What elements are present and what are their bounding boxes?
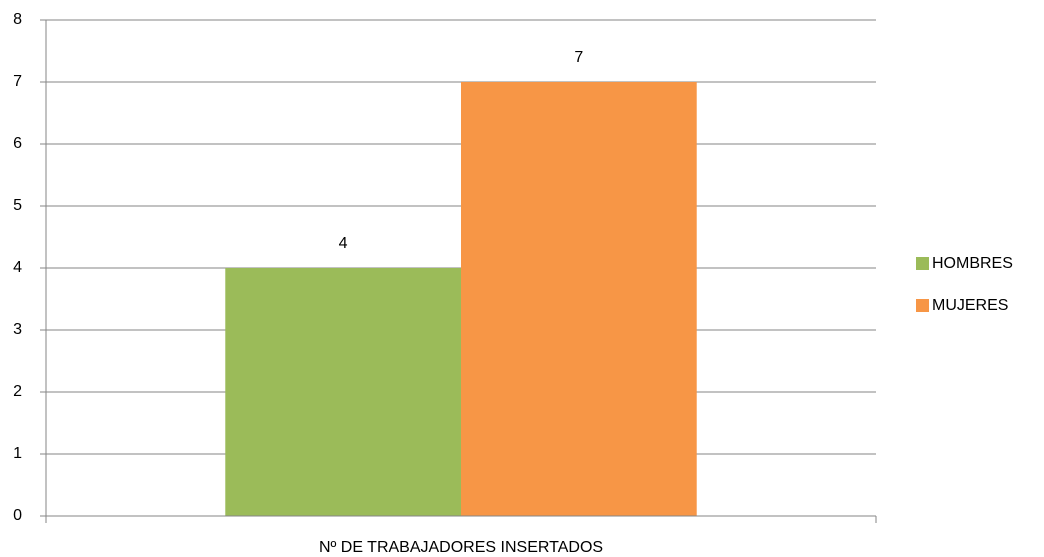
y-tick-label: 7 [13, 73, 22, 90]
y-tick-label: 5 [13, 197, 22, 214]
legend-label: HOMBRES [932, 255, 1013, 272]
y-tick-label: 1 [13, 445, 22, 462]
y-tick-label: 2 [13, 383, 22, 400]
y-tick-label: 6 [13, 135, 22, 152]
legend-label: MUJERES [932, 297, 1008, 314]
data-label: 7 [574, 49, 583, 66]
legend-swatch [916, 299, 929, 312]
y-tick-label: 8 [13, 11, 22, 28]
y-tick-label: 4 [13, 259, 22, 276]
legend-swatch [916, 257, 929, 270]
data-label: 4 [339, 235, 348, 252]
bar [225, 268, 461, 516]
y-tick-label: 0 [13, 507, 22, 524]
x-tick-label: Nº DE TRABAJADORES INSERTADOS [319, 539, 603, 556]
y-tick-label: 3 [13, 321, 22, 338]
bar [461, 82, 697, 516]
